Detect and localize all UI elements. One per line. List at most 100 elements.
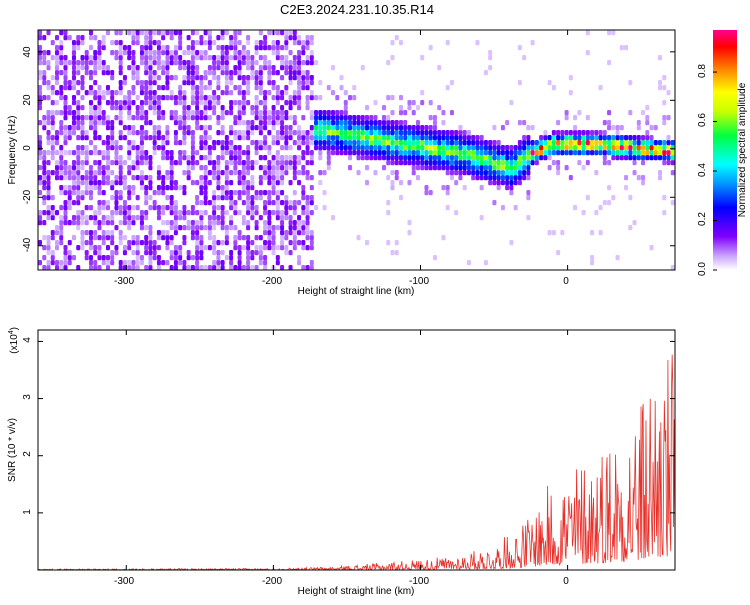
spectrogram-cell-903 [165, 70, 170, 76]
spectrogram-cell-1959 [318, 115, 323, 121]
spectrogram-cell-921 [169, 185, 174, 191]
spectrogram-cell-542 [114, 115, 119, 121]
spectrogram-cell-598 [122, 160, 127, 166]
spectrogram-cell-2140 [386, 95, 391, 101]
spectrogram-cell-566 [118, 145, 123, 151]
spectrogram-cell-1321 [224, 60, 229, 66]
spectrogram-cell-684 [135, 145, 140, 151]
spectrogram-cell-2070 [360, 125, 365, 131]
spectrogram-cell-1922 [309, 150, 314, 156]
spectrogram-cell-2240 [420, 140, 425, 146]
spectrogram-cell-1694 [275, 45, 280, 51]
spectrogram-cell-1359 [233, 240, 238, 246]
spectrogram-cell-1852 [301, 245, 306, 251]
spectrogram-cell-145 [59, 205, 64, 211]
spectrogram-cell-2504 [522, 150, 527, 156]
spectrogram-cell-1275 [220, 190, 225, 196]
spectrogram-cell-271 [76, 160, 81, 166]
spectrogram-cell-1230 [212, 70, 217, 76]
spectrogram-cell-1150 [203, 195, 208, 201]
spectrogram-cell-1683 [275, 130, 280, 136]
spectrogram-cell-33 [42, 210, 47, 216]
spectrogram-cell-964 [173, 55, 178, 61]
spectrogram-cell-854 [156, 40, 161, 46]
spectrogram-cell-1716 [280, 130, 285, 136]
spectrogram-cell-2285 [437, 155, 442, 161]
spectrogram-cell-2651 [602, 155, 607, 161]
spectrogram-cell-2290 [437, 130, 442, 136]
spectrogram-cell-2753 [653, 145, 658, 151]
spectrogram-cell-50 [42, 70, 47, 76]
spectrogram-cell-1077 [190, 45, 195, 51]
spectrogram-cell-2147 [390, 155, 395, 161]
spectrogram-cell-2568 [556, 140, 561, 146]
spectrogram-cell-2498 [517, 45, 522, 51]
spectrogram-cell-256 [71, 40, 76, 46]
spectrogram-cell-1008 [182, 135, 187, 141]
spectrogram-cell-1322 [224, 55, 229, 61]
spectrogram-cell-799 [152, 250, 157, 256]
spectrogram-cell-1751 [284, 90, 289, 96]
spectrogram-cell-2443 [496, 150, 501, 156]
spectrogram-cell-669 [135, 265, 140, 270]
spectrogram-cell-1713 [280, 155, 285, 161]
spectrogram-cell-1952 [318, 150, 323, 156]
spectrogram-cell-2537 [539, 145, 544, 151]
spectrogram-cell-2110 [377, 140, 382, 146]
spectrogram-cell-1534 [254, 60, 259, 66]
spectrogram-cell-423 [97, 170, 102, 176]
spectrogram-cell-2076 [364, 165, 370, 171]
spectrogram-cell-1259 [216, 75, 221, 81]
spectrogram-cell-2345 [458, 160, 463, 166]
spectrogram-cell-1969 [322, 130, 327, 136]
spectrogram-cell-2104 [373, 120, 378, 126]
spectrogram-cell-2588 [568, 145, 573, 151]
spectrogram-cell-2411 [483, 140, 488, 146]
spectrogram-cell-244 [71, 110, 76, 116]
spectrogram-cell-1948 [314, 60, 319, 66]
spectrogram-cell-940 [173, 260, 178, 266]
spectrogram-cell-2706 [628, 140, 633, 146]
spectrogram-cell-763 [148, 265, 153, 270]
spectrogram-cell-333 [84, 155, 89, 161]
spectrogram-cell-1489 [250, 215, 255, 221]
snr-y-label: SNR (10 * v/v) [7, 418, 18, 482]
spectrogram-cell-1654 [271, 105, 276, 111]
spectrogram-cell-1324 [224, 45, 229, 51]
spectrogram-cell-337 [84, 130, 89, 136]
spectrogram-cell-435 [97, 85, 102, 91]
spectrogram-cell-263 [76, 200, 81, 206]
spectrogram-cell-1987 [331, 215, 336, 221]
spectrogram-cell-1270 [220, 220, 225, 226]
spectrogram-cell-323 [84, 230, 89, 236]
spectrogram-cell-1450 [246, 255, 251, 261]
spectrogram-cell-1197 [207, 70, 212, 76]
spectrogram-cell-2689 [619, 140, 624, 146]
spectrogram-cell-652 [131, 145, 136, 151]
spectrogram-cell-2088 [369, 150, 374, 156]
spectrogram-cell-798 [152, 255, 157, 261]
spectrogram-cell-1408 [237, 105, 242, 111]
spectrogram-cell-2614 [581, 135, 586, 141]
spectrogram-cell-2331 [454, 210, 459, 216]
spectrogram-cell-1829 [297, 170, 302, 176]
spectrogram-cell-243 [71, 115, 76, 121]
spectrogram-cell-1592 [263, 100, 268, 106]
spectrogram-cell-1617 [267, 150, 272, 156]
spectrogram-cell-2359 [462, 145, 467, 151]
spectrogram-cell-1154 [203, 175, 208, 181]
spectrogram-cell-2 [38, 220, 43, 226]
spectrogram-cell-711 [139, 145, 144, 151]
spectrogram-cell-1447 [241, 45, 246, 51]
spectrogram-cell-2705 [628, 145, 633, 151]
spectrogram-cell-1615 [267, 165, 272, 171]
spectrogram-cell-282 [76, 90, 81, 96]
spectrogram-cell-1871 [301, 80, 306, 86]
spectrogram-cell-1434 [241, 135, 246, 141]
spectrogram-cell-1303 [224, 190, 229, 196]
spectrogram-cell-336 [84, 135, 89, 141]
spectrogram-cell-2047 [352, 130, 357, 136]
spectrogram-cell-1995 [331, 115, 336, 121]
spectrogram-cell-731 [144, 240, 149, 246]
spectrogram-cell-1769 [288, 200, 293, 206]
